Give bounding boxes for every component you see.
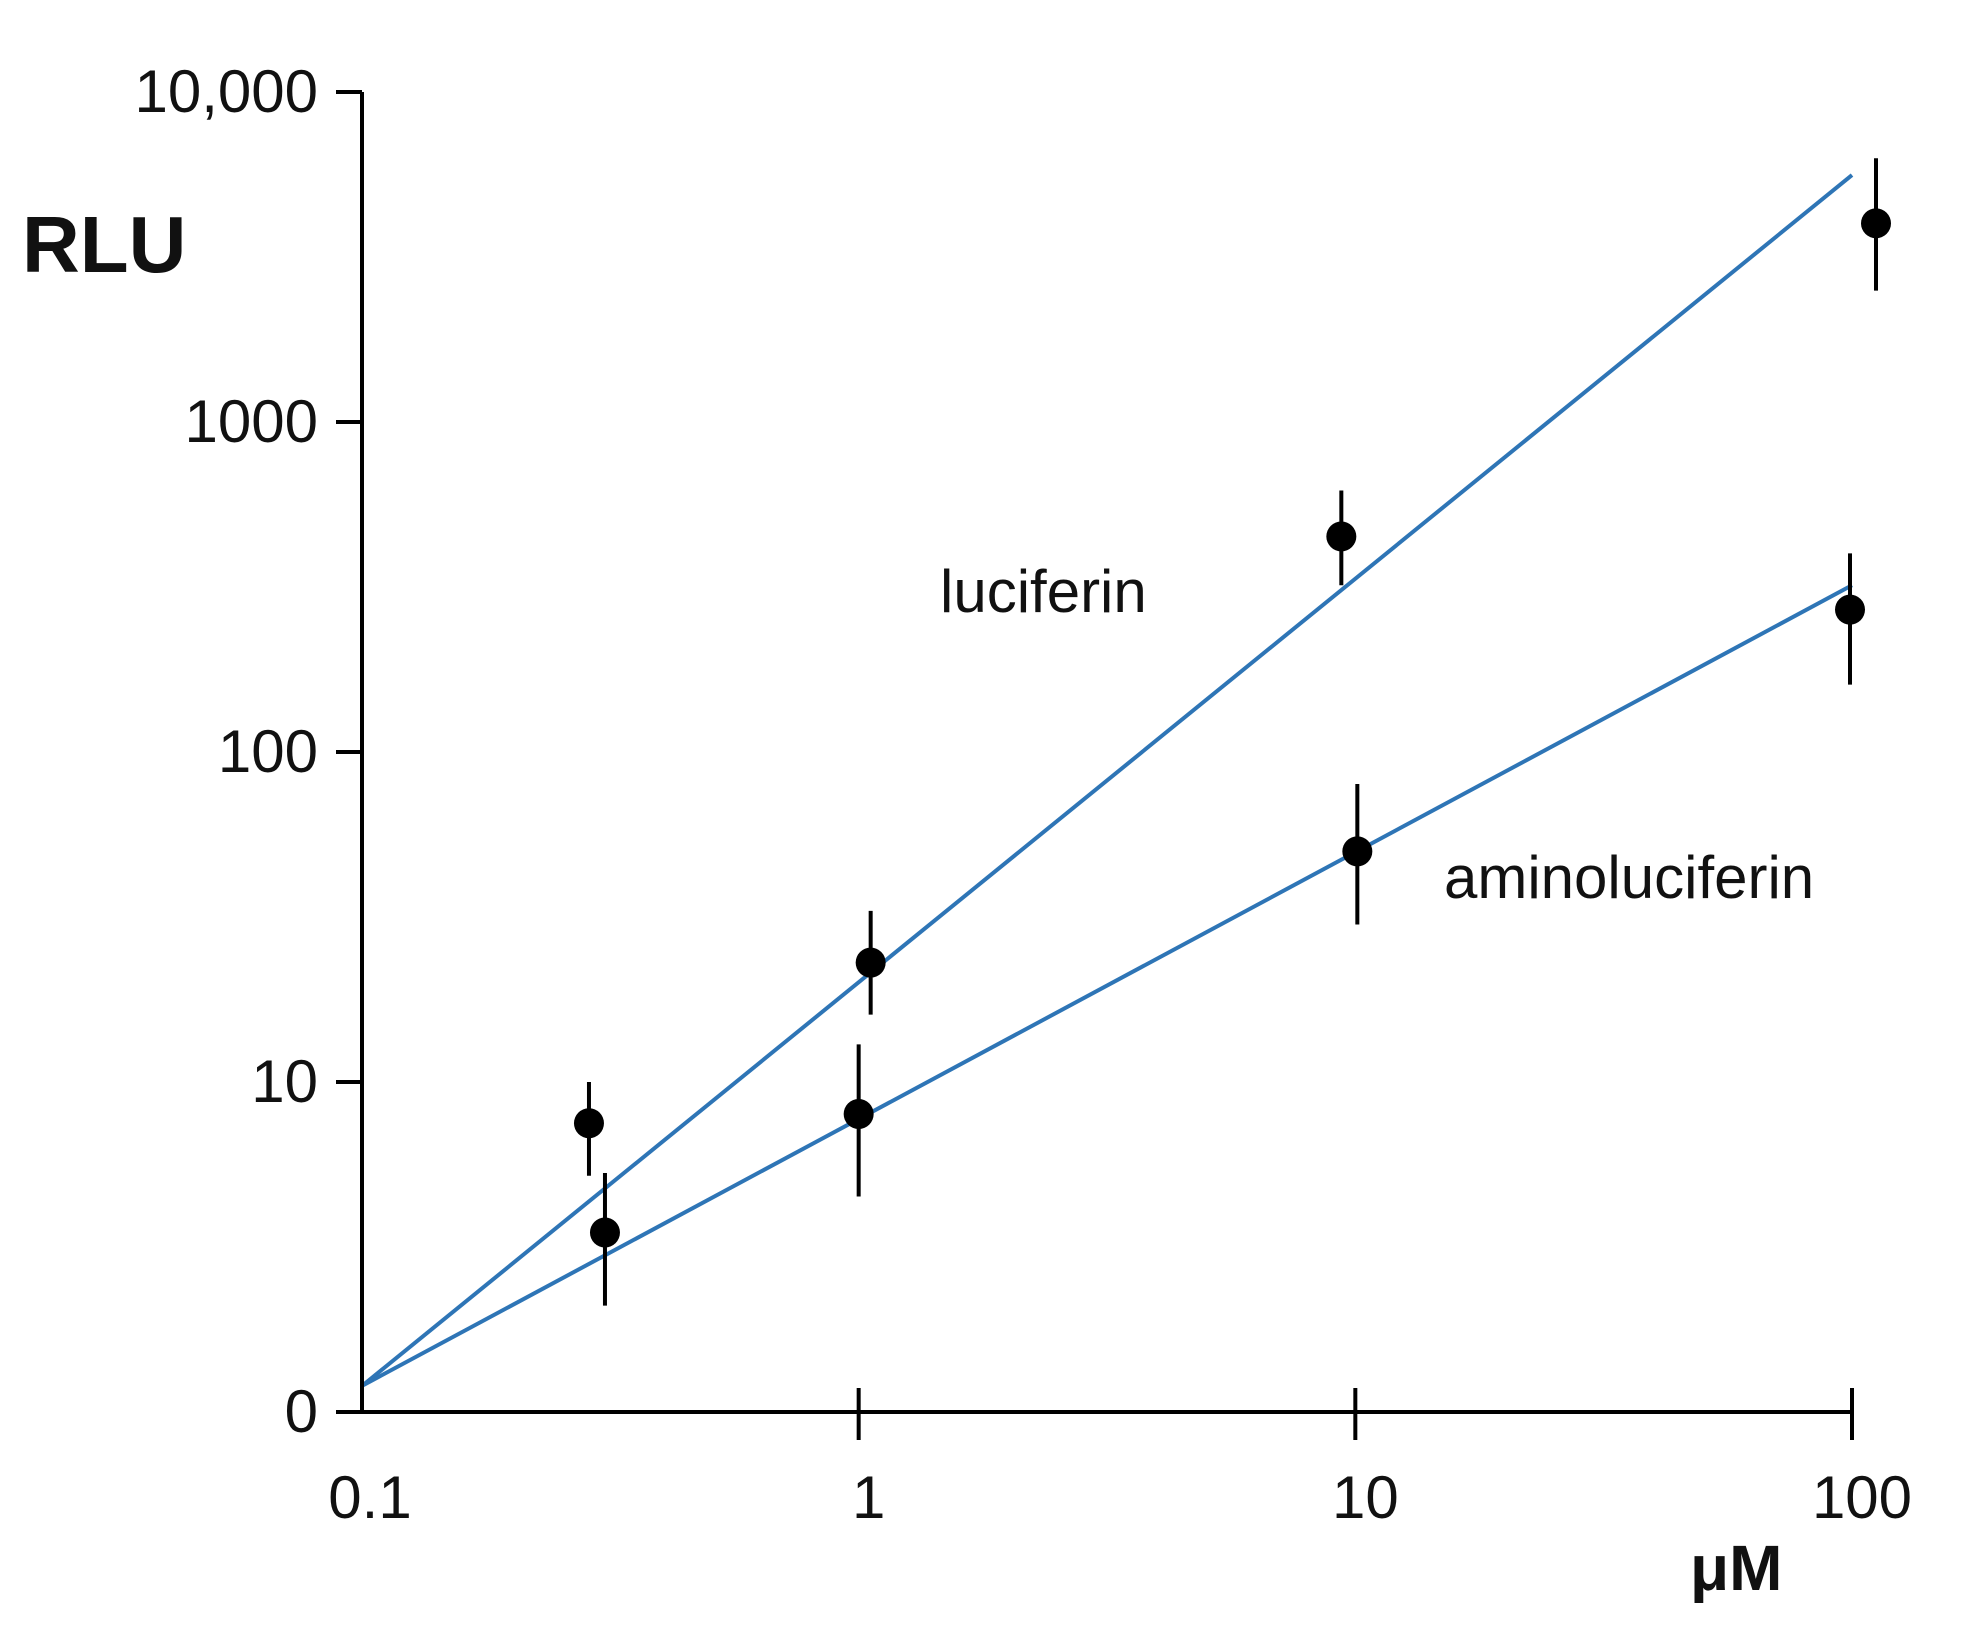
data-point-aminoluciferin [1342, 836, 1373, 867]
x-axis-title: μM [1690, 1532, 1782, 1604]
data-point-luciferin [855, 947, 886, 978]
y-tick-label: 1000 [185, 388, 318, 455]
x-tick-label: 0.1 [328, 1464, 411, 1531]
y-tick-label: 10 [251, 1048, 318, 1115]
error-bars [586, 158, 1878, 1306]
data-point-aminoluciferin [843, 1098, 874, 1129]
y-tick-label: 100 [218, 718, 318, 785]
fit-line-aminoluciferin [361, 583, 1853, 1388]
data-point-aminoluciferin [1835, 594, 1865, 625]
series-label-luciferin: luciferin [940, 558, 1147, 625]
data-point-aminoluciferin [589, 1217, 620, 1248]
x-tick-label: 10 [1332, 1464, 1399, 1531]
y-tick-label: 10,000 [134, 58, 318, 125]
y-axis-title: RLU [22, 200, 186, 289]
data-point-luciferin [1861, 208, 1891, 239]
y-tick-label: 0 [285, 1378, 318, 1445]
ticks: 0 10 100 1000 10,000 0.1 1 10 100 [134, 58, 1912, 1531]
data-points [573, 208, 1891, 1248]
data-point-luciferin [1326, 521, 1357, 552]
fit-line-luciferin [360, 173, 1854, 1388]
x-tick-label: 1 [852, 1464, 885, 1531]
fit-lines [360, 173, 1854, 1388]
axes [360, 92, 1852, 1414]
series-label-aminoluciferin: aminoluciferin [1444, 844, 1814, 911]
data-point-luciferin [573, 1108, 604, 1139]
x-tick-label: 100 [1812, 1464, 1912, 1531]
